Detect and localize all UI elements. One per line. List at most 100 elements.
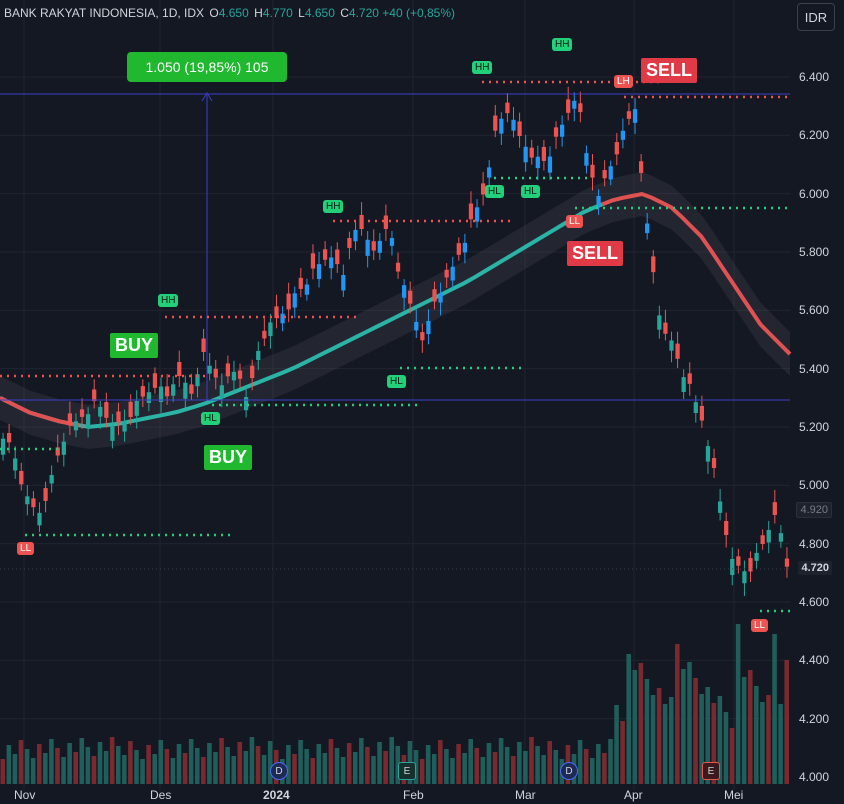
symbol-title: BANK RAKYAT INDONESIA, 1D, IDX <box>4 6 205 20</box>
volume-bar <box>122 755 127 784</box>
candle-body <box>541 146 547 161</box>
volume-bar <box>638 663 644 784</box>
pivot-hl-label: HL <box>201 412 220 425</box>
pivot-hh-label: HH <box>552 38 573 51</box>
volume-bar <box>602 753 607 784</box>
volume-bar <box>419 759 425 784</box>
candle-body <box>699 405 705 421</box>
candle-body <box>717 501 723 513</box>
volume-bar <box>535 746 540 784</box>
candle-body <box>754 552 759 561</box>
volume-bar <box>237 742 243 784</box>
pivot-hl-label: HL <box>485 185 504 198</box>
candle-body <box>590 164 595 178</box>
volume-bar <box>541 755 546 784</box>
candle-body <box>687 373 692 384</box>
buy-signal: BUY <box>204 445 253 470</box>
pivot-hl-label: HL <box>387 375 406 388</box>
candle-body <box>171 384 176 396</box>
volume-bar <box>675 644 680 784</box>
volume-bar <box>146 745 151 784</box>
candle-body <box>468 203 474 220</box>
close-value: 4.720 <box>348 6 379 20</box>
volume-bar <box>772 634 777 784</box>
candle-body <box>73 421 79 431</box>
candle-body <box>657 315 662 330</box>
candle-body <box>316 264 322 280</box>
candle-body <box>146 392 152 404</box>
volume-bar <box>346 743 352 784</box>
y-axis-tick: 4.800 <box>798 536 829 551</box>
candle-body <box>341 275 346 291</box>
dividend-event-icon[interactable]: D <box>270 762 288 780</box>
volume-bar <box>486 743 492 784</box>
candle-body <box>128 401 133 417</box>
volume-bar <box>383 751 388 784</box>
currency-button[interactable]: IDR <box>797 3 835 31</box>
volume-bar <box>504 747 510 784</box>
volume-bar <box>474 748 480 784</box>
sell-signal: SELL <box>567 241 624 266</box>
candle-body <box>566 99 571 113</box>
candle-body <box>778 533 784 542</box>
volume-bar <box>431 754 437 784</box>
volume-bar <box>735 624 741 784</box>
candle-body <box>760 535 765 545</box>
candle-body <box>79 409 85 417</box>
candle-body <box>602 170 607 179</box>
volume-bar <box>687 662 692 784</box>
volume-bar <box>170 758 176 784</box>
volume-bar <box>608 739 613 784</box>
candle-body <box>456 243 461 255</box>
volume-bar <box>352 752 358 784</box>
candle-body <box>675 343 680 359</box>
volume-bar <box>182 753 188 784</box>
candle-body <box>480 183 486 195</box>
earnings-event-icon[interactable]: E <box>702 762 720 780</box>
earnings-event-icon[interactable]: E <box>398 762 416 780</box>
candle-body <box>730 558 735 576</box>
candle-body <box>444 269 449 278</box>
volume-bar <box>583 749 589 784</box>
volume-bar <box>6 745 12 784</box>
candle-body <box>85 414 91 428</box>
volume-bar <box>444 749 449 784</box>
volume-bar <box>662 704 668 784</box>
volume-bar <box>365 747 370 784</box>
volume-bar <box>523 751 528 784</box>
volume-bar <box>261 755 267 784</box>
volume-bar <box>97 742 103 784</box>
dividend-event-icon[interactable]: D <box>560 762 578 780</box>
pivot-hh-label: HH <box>472 61 493 74</box>
candle-body <box>499 118 504 134</box>
candle-body <box>371 241 376 251</box>
volume-bar <box>188 739 194 784</box>
volume-bar <box>115 746 121 784</box>
volume-bar <box>760 702 765 784</box>
candle-body <box>772 502 777 515</box>
volume-bar <box>109 737 115 784</box>
ema-price-tag: 4.920 <box>796 502 832 518</box>
volume-bar <box>194 748 200 784</box>
candle-body <box>626 111 632 119</box>
volume-bar <box>547 741 552 784</box>
candle-body <box>529 147 534 158</box>
candle-body <box>596 195 601 205</box>
volume-bar <box>49 739 54 784</box>
candle-body <box>572 100 577 109</box>
volume-bar <box>152 754 157 784</box>
candle-body <box>243 397 249 411</box>
candle-body <box>201 338 206 352</box>
candle-body <box>177 362 182 377</box>
x-axis-tick: 2024 <box>263 788 290 802</box>
pivot-hh-label: HH <box>323 200 344 213</box>
candle-body <box>414 321 419 331</box>
volume-bar <box>103 751 109 784</box>
candle-body <box>31 498 36 508</box>
volume-bar <box>620 721 625 784</box>
candle-body <box>553 127 559 137</box>
volume-bar <box>693 678 698 784</box>
volume-bar <box>498 738 504 784</box>
candle-body <box>116 411 121 423</box>
